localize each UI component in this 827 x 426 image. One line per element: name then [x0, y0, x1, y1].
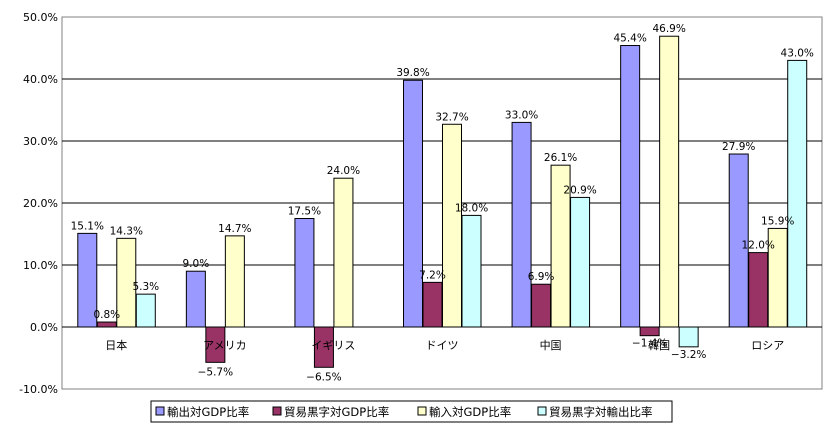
y-axis: 50.0% 40.0% 30.0% 20.0% 10.0% 0.0% -10.0%	[19, 11, 58, 396]
data-label: 26.1%	[544, 152, 577, 164]
bar-4-5	[570, 196, 591, 328]
data-label: 45.4%	[613, 33, 646, 45]
legend-swatch	[155, 406, 165, 416]
bar-2-1	[96, 321, 117, 328]
bar-4-6	[678, 326, 699, 348]
category-label: 韓国	[648, 339, 670, 352]
category-label: ドイツ	[426, 339, 459, 352]
data-label: 39.8%	[396, 67, 429, 79]
y-tick-label: -10.0%	[19, 383, 58, 396]
y-tick-label: 20.0%	[23, 197, 58, 210]
data-label: 32.7%	[435, 111, 468, 123]
bar-2-4	[422, 281, 443, 328]
data-label: 33.0%	[505, 109, 538, 121]
bar-2-6	[639, 326, 660, 337]
category-label: 中国	[540, 339, 562, 352]
bar-1-4	[403, 79, 423, 328]
data-label: 7.2%	[419, 269, 446, 281]
category-label: 日本	[105, 338, 127, 352]
y-tick-label: 0.0%	[30, 321, 58, 334]
data-label: 24.0%	[327, 165, 360, 177]
bar-1-2	[185, 270, 206, 328]
data-label: 5.3%	[132, 281, 159, 293]
y-tick-label: 10.0%	[23, 259, 58, 272]
y-tick-label: 50.0%	[23, 11, 58, 24]
legend-swatch	[272, 406, 282, 416]
data-label: 15.9%	[761, 215, 794, 227]
data-label: 46.9%	[652, 23, 685, 35]
data-label: 43.0%	[781, 47, 814, 59]
bar-2-5	[531, 283, 552, 328]
data-label: −5.7%	[198, 366, 233, 378]
bar-3-6	[659, 35, 680, 328]
bar-3-2	[224, 235, 245, 328]
y-tick-label: 30.0%	[23, 135, 58, 148]
legend-label: 貿易黒字対GDP比率	[284, 405, 389, 419]
legend-swatch	[537, 406, 547, 416]
data-label: 20.9%	[563, 184, 596, 196]
category-label: ロシア	[751, 339, 784, 352]
category-label: イギリス	[311, 339, 355, 352]
legend-swatch	[417, 406, 427, 416]
bar-4-4	[461, 214, 482, 328]
data-label: −6.5%	[306, 371, 341, 383]
bars	[77, 35, 808, 368]
bar-1-5	[511, 121, 532, 328]
bar-1-6	[620, 45, 641, 328]
data-label: −1.4%	[632, 338, 667, 350]
legend-label: 貿易黒字対輸出比率	[549, 405, 653, 419]
bar-3-4	[442, 123, 462, 328]
data-label: 9.0%	[183, 258, 210, 270]
y-tick-label: 40.0%	[23, 73, 58, 86]
legend-label: 輸入対GDP比率	[429, 405, 511, 419]
data-label: 15.1%	[71, 220, 104, 232]
bar-2-7	[748, 252, 769, 328]
category-labels: 日本 アメリカ イギリス ドイツ 中国 韓国 ロシア	[105, 338, 784, 352]
data-label: 17.5%	[288, 206, 321, 218]
data-label: 6.9%	[528, 271, 555, 283]
data-label: 14.3%	[110, 225, 143, 237]
data-labels: 15.1% 9.0% 17.5% 39.8% 33.0% 45.4% 27.9% 0.8% −5…	[71, 23, 814, 383]
bar-3-3	[333, 177, 354, 328]
legend-label: 輸出対GDP比率	[167, 405, 249, 419]
bar-4-1	[135, 293, 156, 328]
bar-1-3	[294, 218, 315, 328]
data-label: 12.0%	[742, 240, 775, 252]
legend-box	[150, 400, 673, 423]
data-label: −3.2%	[671, 349, 706, 361]
data-label: 0.8%	[93, 309, 120, 321]
legend: 輸出対GDP比率 貿易黒字対GDP比率 輸入対GDP比率 貿易黒字対輸出比率	[150, 400, 673, 423]
category-label: アメリカ	[203, 339, 246, 352]
data-label: 18.0%	[455, 202, 488, 214]
data-label: 14.7%	[218, 223, 251, 235]
data-label: 27.9%	[722, 141, 755, 153]
bar-4-7	[787, 59, 808, 328]
